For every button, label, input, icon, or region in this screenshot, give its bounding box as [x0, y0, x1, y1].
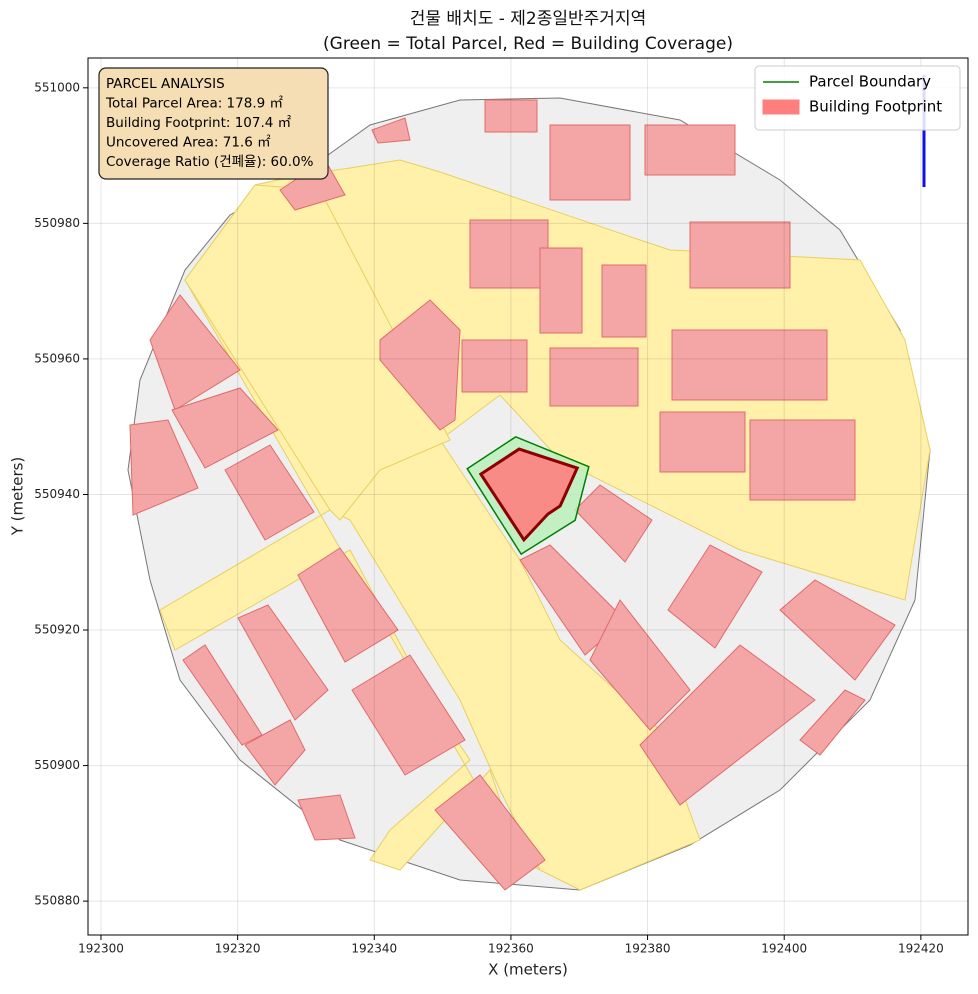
building: [469, 219, 549, 289]
x-tick-label: 192380: [625, 942, 671, 956]
x-axis-label: X (meters): [488, 961, 568, 979]
legend-swatch: [762, 99, 800, 115]
building: [799, 689, 866, 756]
building: [371, 117, 411, 144]
building: [689, 221, 791, 289]
building-polygon: [478, 447, 580, 543]
legend: Parcel Boundary Building Footprint: [754, 65, 961, 131]
y-tick-label: 550940: [34, 487, 80, 501]
building: [601, 264, 647, 338]
building: [589, 599, 691, 731]
building: [549, 124, 631, 201]
building: [484, 99, 538, 133]
y-axis-label: Y (meters): [9, 457, 27, 537]
building: [779, 579, 896, 681]
building: [644, 124, 736, 176]
building: [379, 299, 461, 431]
building: [129, 419, 199, 516]
annotation-line: PARCEL ANALYSIS: [106, 76, 225, 92]
y-tick-label: 551000: [34, 80, 80, 94]
y-tick-label: 550920: [34, 623, 80, 637]
y-tick-label: 550960: [34, 351, 80, 365]
building: [237, 604, 329, 721]
building: [149, 294, 241, 411]
building: [297, 794, 356, 841]
building: [351, 654, 466, 776]
building: [539, 247, 583, 334]
building: [549, 347, 639, 407]
building: [297, 547, 399, 663]
x-tick-label: 192300: [78, 942, 124, 956]
annotation-line: Total Parcel Area: 178.9 ㎡: [105, 96, 283, 112]
annotation-line: Building Footprint: 107.4 ㎡: [106, 115, 292, 131]
road: [184, 184, 451, 521]
legend-background: [754, 65, 961, 131]
annotation-line: Uncovered Area: 71.6 ㎡: [106, 135, 271, 151]
x-tick-label: 192320: [215, 942, 261, 956]
x-tick-label: 192420: [898, 942, 944, 956]
plot-frame: [87, 57, 969, 936]
annotation-background: [98, 67, 329, 180]
x-tick-label: 192360: [488, 942, 534, 956]
legend-label: Parcel Boundary: [809, 73, 931, 91]
annotation-box: PARCEL ANALYSIS Total Parcel Area: 178.9 …: [98, 67, 329, 180]
building: [574, 484, 653, 563]
building: [434, 774, 546, 891]
building: [224, 444, 315, 541]
y-tick-label: 550880: [34, 894, 80, 908]
building: [659, 411, 746, 473]
building: [749, 419, 856, 501]
x-tick-label: 192340: [351, 942, 397, 956]
legend-label: Building Footprint: [809, 98, 942, 116]
building: [244, 719, 306, 786]
building: [667, 544, 763, 649]
chart-title: 건물 배치도 - 제2종일반주거지역: [410, 9, 646, 29]
building: [639, 644, 816, 806]
building: [671, 329, 828, 401]
x-tick-label: 192400: [761, 942, 807, 956]
y-tick-label: 550980: [34, 216, 80, 230]
chart-subtitle: (Green = Total Parcel, Red = Building Co…: [323, 34, 733, 54]
annotation-line: Coverage Ratio (건폐율): 60.0%: [106, 154, 314, 170]
building: [171, 387, 279, 469]
building: [461, 339, 528, 393]
y-tick-label: 550900: [34, 758, 80, 772]
